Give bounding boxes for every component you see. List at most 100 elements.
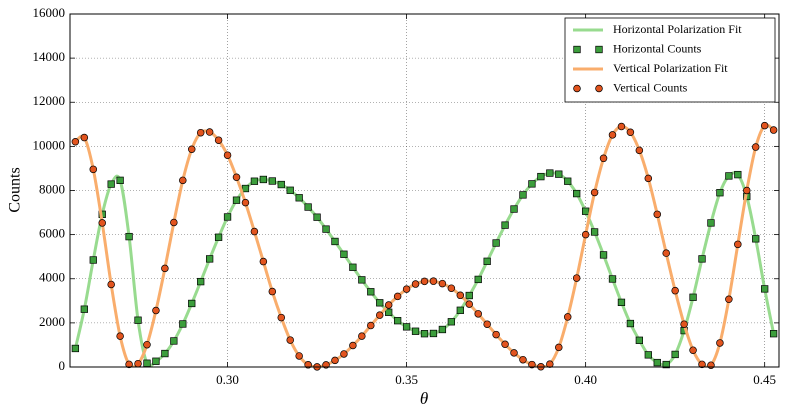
data-point	[89, 165, 98, 174]
data-point	[653, 358, 661, 367]
data-point	[134, 359, 142, 368]
y-tick-label: 4000	[39, 270, 65, 285]
data-point	[197, 277, 205, 286]
data-point	[492, 330, 500, 339]
legend-label: Vertical Counts	[613, 80, 688, 94]
data-point	[331, 237, 339, 246]
data-point	[662, 360, 670, 369]
x-tick-label: 0.40	[574, 372, 597, 387]
data-point	[519, 355, 527, 364]
data-point	[411, 280, 420, 288]
data-point	[71, 344, 80, 353]
data-point	[214, 233, 223, 241]
data-point	[304, 203, 312, 211]
data-point	[250, 227, 259, 236]
data-point	[590, 188, 599, 197]
data-point	[295, 352, 303, 360]
data-point	[761, 285, 769, 293]
data-point	[358, 332, 366, 340]
data-point	[385, 308, 393, 316]
data-point	[277, 180, 285, 189]
y-tick-label: 16000	[33, 5, 66, 20]
data-point	[375, 311, 384, 319]
data-point	[268, 287, 277, 296]
legend-swatch	[595, 84, 603, 93]
data-point	[635, 146, 644, 155]
legend-label: Vertical Polarization Fit	[613, 61, 728, 75]
data-point	[125, 232, 133, 241]
data-point	[725, 172, 733, 180]
data-point	[689, 293, 697, 301]
data-point	[501, 340, 509, 349]
y-tick-label: 6000	[39, 226, 65, 241]
data-point	[125, 360, 133, 369]
data-point	[698, 255, 706, 263]
data-point	[161, 349, 169, 358]
data-point	[402, 285, 411, 293]
data-point	[653, 210, 662, 219]
x-tick-label: 0.35	[395, 372, 418, 387]
data-point	[546, 169, 554, 177]
y-tick-label: 0	[59, 358, 66, 373]
data-point	[680, 320, 688, 328]
data-point	[555, 343, 563, 352]
data-point	[707, 361, 715, 369]
data-point	[232, 196, 241, 204]
data-point	[555, 170, 563, 178]
data-point	[376, 299, 384, 307]
data-point	[725, 295, 733, 304]
data-point	[170, 218, 178, 227]
y-tick-label: 2000	[39, 314, 65, 329]
legend: Horizontal Polarization Fit Horizontal Co…	[564, 17, 776, 103]
data-point	[214, 136, 223, 144]
data-point	[107, 180, 115, 188]
x-tick-label: 0.45	[753, 372, 776, 387]
data-point	[340, 350, 348, 358]
data-point	[349, 341, 357, 350]
data-point	[671, 286, 679, 295]
data-point	[626, 128, 635, 137]
data-point	[590, 228, 599, 236]
legend-swatch	[573, 84, 581, 93]
data-point	[206, 255, 214, 263]
x-axis-label: θ	[420, 389, 428, 408]
data-point	[573, 189, 581, 198]
data-point	[286, 336, 294, 344]
data-point	[707, 219, 715, 227]
data-point	[143, 340, 151, 349]
data-point	[393, 317, 402, 325]
data-point	[581, 207, 590, 215]
data-point	[537, 172, 545, 181]
data-point	[501, 221, 509, 229]
legend-label: Horizontal Counts	[613, 41, 702, 55]
data-point	[644, 174, 653, 183]
data-point	[644, 351, 652, 359]
data-point	[179, 320, 187, 328]
data-point	[465, 300, 474, 308]
data-point	[483, 257, 491, 265]
data-point	[671, 350, 679, 359]
data-point	[152, 357, 160, 365]
data-point	[608, 131, 617, 139]
data-point	[393, 292, 402, 301]
data-point	[196, 128, 205, 137]
data-point	[474, 310, 482, 318]
data-point	[349, 263, 357, 271]
data-point	[420, 277, 429, 286]
data-point	[510, 349, 518, 357]
y-tick-label: 14000	[33, 49, 66, 64]
data-point	[751, 143, 760, 151]
data-point	[581, 230, 590, 239]
data-point	[752, 235, 760, 243]
data-point	[286, 186, 294, 194]
y-tick-label: 10000	[33, 137, 66, 152]
data-point	[331, 356, 339, 365]
data-point	[89, 256, 97, 264]
data-point	[635, 336, 643, 344]
data-point	[769, 330, 778, 338]
y-tick-label: 8000	[39, 181, 65, 196]
x-tick-label: 0.30	[216, 372, 239, 387]
data-point	[152, 306, 160, 315]
y-tick-label: 12000	[33, 93, 66, 108]
